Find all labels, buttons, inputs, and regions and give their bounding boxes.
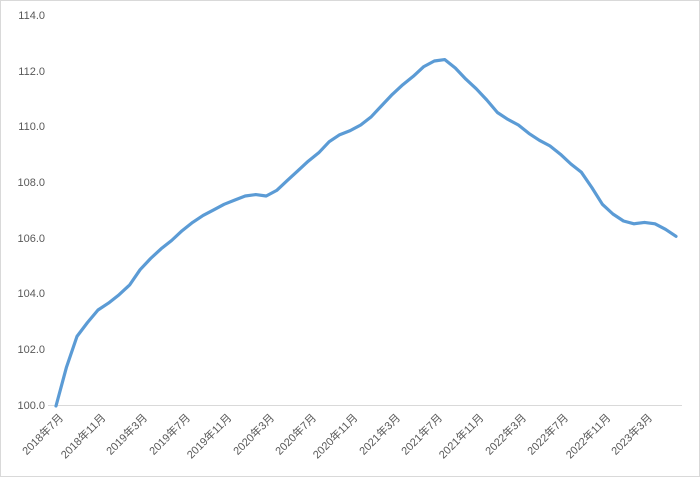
- y-axis-tick-label: 110.0: [18, 121, 45, 134]
- y-axis-tick-label: 112.0: [18, 65, 45, 78]
- y-axis-tick-label: 114.0: [18, 10, 45, 22]
- y-axis-tick-label: 104.0: [17, 288, 45, 301]
- y-axis-tick-label: 102.0: [17, 343, 45, 356]
- y-axis-tick-label: 108.0: [17, 176, 45, 189]
- y-axis-tick-label: 106.0: [17, 232, 45, 245]
- price-index-line-series: [54, 57, 678, 408]
- y-axis-tick-label: 100.0: [17, 399, 45, 412]
